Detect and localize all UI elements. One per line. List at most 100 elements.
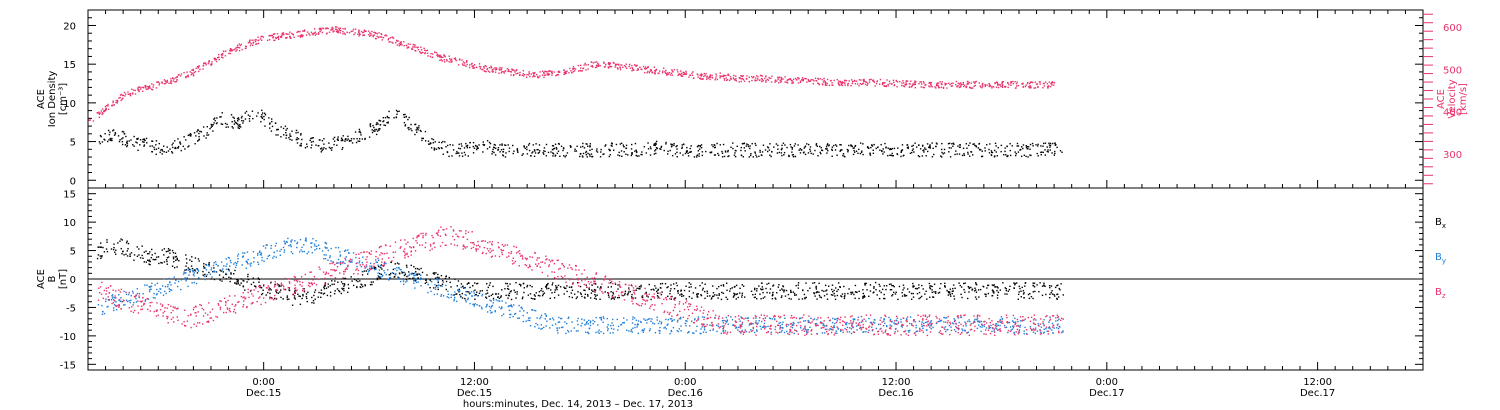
density-point: [347, 135, 349, 138]
density-point: [452, 144, 454, 146]
velocity-point: [211, 63, 213, 65]
density-point: [430, 142, 432, 145]
by-point: [447, 290, 449, 293]
velocity-point: [778, 77, 780, 79]
bx-point: [934, 292, 937, 295]
density-point: [722, 143, 725, 146]
velocity-point: [1001, 81, 1003, 83]
density-point: [404, 125, 406, 127]
bx-point: [320, 296, 322, 299]
bx-point: [929, 285, 931, 287]
velocity-point: [101, 113, 103, 116]
bx-point: [828, 285, 830, 287]
density-point: [320, 147, 323, 149]
velocity-point: [792, 81, 794, 83]
by-point: [673, 319, 675, 321]
density-point: [623, 145, 625, 148]
velocity-point: [854, 83, 857, 85]
by-point: [103, 312, 106, 315]
velocity-point: [558, 70, 560, 73]
by-point: [445, 284, 447, 287]
by-point: [344, 262, 346, 265]
density-point: [344, 138, 346, 141]
density-point: [603, 153, 605, 155]
bx-point: [862, 292, 865, 295]
velocity-point: [358, 29, 360, 31]
velocity-point: [1012, 80, 1014, 83]
velocity-point: [914, 81, 916, 84]
density-point: [379, 120, 382, 122]
bx-point: [732, 296, 735, 298]
by-point: [296, 242, 298, 245]
by-point: [405, 281, 407, 283]
velocity-point: [1047, 85, 1050, 88]
density-point: [257, 112, 259, 114]
velocity-point: [149, 87, 151, 89]
by-point: [427, 291, 429, 294]
density-point: [384, 124, 387, 127]
by-point: [324, 246, 326, 248]
by-point: [616, 318, 618, 321]
by-point: [186, 277, 188, 279]
density-point: [791, 146, 794, 149]
velocity-point: [431, 56, 433, 59]
density-point: [553, 147, 556, 150]
by-point: [535, 322, 537, 325]
density-point: [247, 114, 250, 116]
velocity-point: [413, 46, 416, 48]
bx-point: [994, 286, 996, 288]
density-point: [718, 154, 720, 156]
velocity-point: [643, 71, 646, 74]
density-point: [161, 150, 164, 152]
bx-point: [666, 286, 668, 289]
bx-point: [551, 282, 554, 284]
bx-point: [706, 290, 708, 292]
by-point: [603, 317, 605, 320]
density-point: [596, 148, 598, 150]
velocity-point: [918, 82, 920, 85]
by-point: [290, 241, 292, 243]
density-point: [415, 129, 417, 131]
velocity-point: [420, 52, 423, 54]
by-point: [387, 278, 390, 280]
density-point: [109, 137, 112, 140]
velocity-point: [566, 70, 568, 72]
density-point: [655, 143, 657, 145]
by-point: [168, 288, 170, 290]
density-point: [159, 151, 161, 154]
by-point: [305, 240, 307, 242]
velocity-point: [534, 71, 536, 74]
density-point: [948, 147, 950, 149]
velocity-tick-label: 600: [1443, 23, 1462, 34]
velocity-point: [864, 83, 867, 86]
density-point: [713, 144, 715, 146]
velocity-point: [293, 36, 295, 38]
velocity-point: [495, 67, 498, 69]
velocity-point: [619, 66, 621, 68]
density-point: [927, 146, 930, 149]
bx-point: [97, 246, 99, 248]
bx-point: [394, 275, 396, 278]
velocity-point: [844, 84, 846, 86]
density-point: [608, 148, 610, 151]
density-point: [167, 150, 170, 152]
density-point: [675, 145, 677, 148]
by-point: [398, 277, 401, 279]
velocity-point: [599, 64, 601, 67]
velocity-point: [309, 34, 311, 36]
bx-point: [508, 294, 510, 297]
density-point: [948, 142, 951, 145]
bx-point: [189, 259, 191, 261]
bx-point: [712, 292, 715, 294]
velocity-point: [138, 89, 140, 91]
density-point: [775, 143, 778, 145]
density-point: [368, 136, 371, 138]
bx-point: [106, 250, 109, 253]
velocity-point: [175, 80, 178, 83]
by-point: [617, 325, 620, 328]
velocity-point: [975, 80, 977, 83]
velocity-point: [760, 77, 763, 80]
velocity-point: [844, 82, 846, 84]
velocity-point: [988, 83, 990, 85]
velocity-point: [342, 33, 344, 35]
